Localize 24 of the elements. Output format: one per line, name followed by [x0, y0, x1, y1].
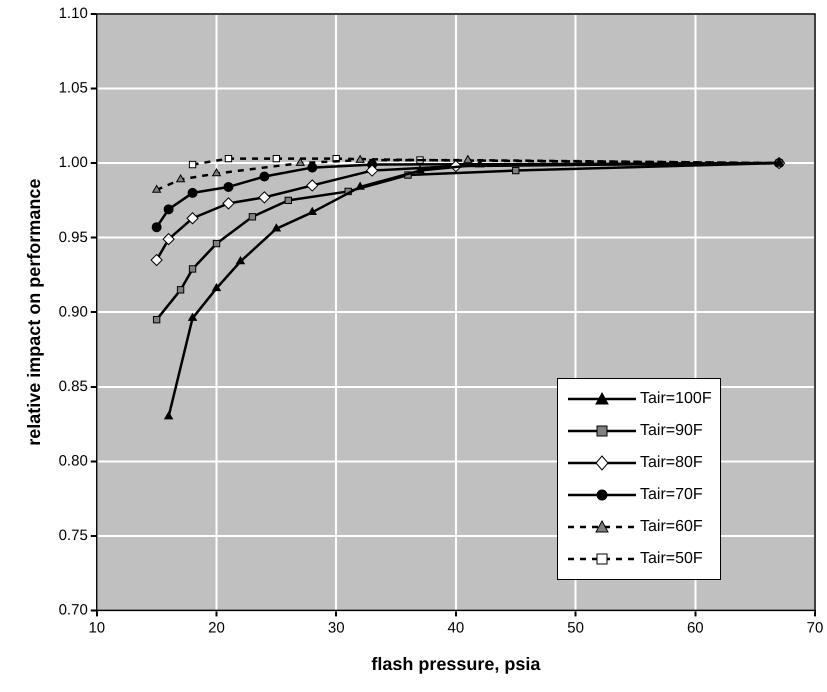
y-tick-label: 0.95	[58, 228, 88, 246]
x-tick-label: 50	[567, 620, 584, 637]
x-tick-label: 60	[686, 620, 704, 637]
x-tick-label: 20	[208, 620, 225, 637]
legend-label: Tair=80F	[640, 454, 703, 472]
legend-label: Tair=70F	[640, 486, 703, 504]
y-axis-title: relative impact on performance	[24, 178, 44, 446]
y-tick-label: 0.90	[58, 303, 88, 320]
y-tick-label: 1.10	[58, 5, 88, 22]
x-tick-label: 70	[806, 620, 824, 637]
legend-label: Tair=90F	[640, 422, 703, 440]
y-tick-label: 0.75	[58, 526, 88, 544]
y-tick-label: 1.05	[58, 80, 88, 97]
legend-label: Tair=50F	[640, 550, 703, 568]
x-tick-label: 40	[448, 620, 464, 637]
x-axis-title: flash pressure, psia	[371, 654, 542, 674]
legend-label: Tair=60F	[640, 518, 703, 536]
y-tick-label: 0.70	[58, 602, 88, 619]
y-tick-label: 0.85	[58, 378, 88, 395]
y-tick-label: 0.80	[58, 452, 88, 470]
x-tick-label: 10	[88, 620, 106, 637]
x-tick-label: 30	[328, 620, 345, 637]
legend-label: Tair=100F	[640, 390, 712, 408]
y-tick-label: 1.00	[58, 154, 88, 172]
